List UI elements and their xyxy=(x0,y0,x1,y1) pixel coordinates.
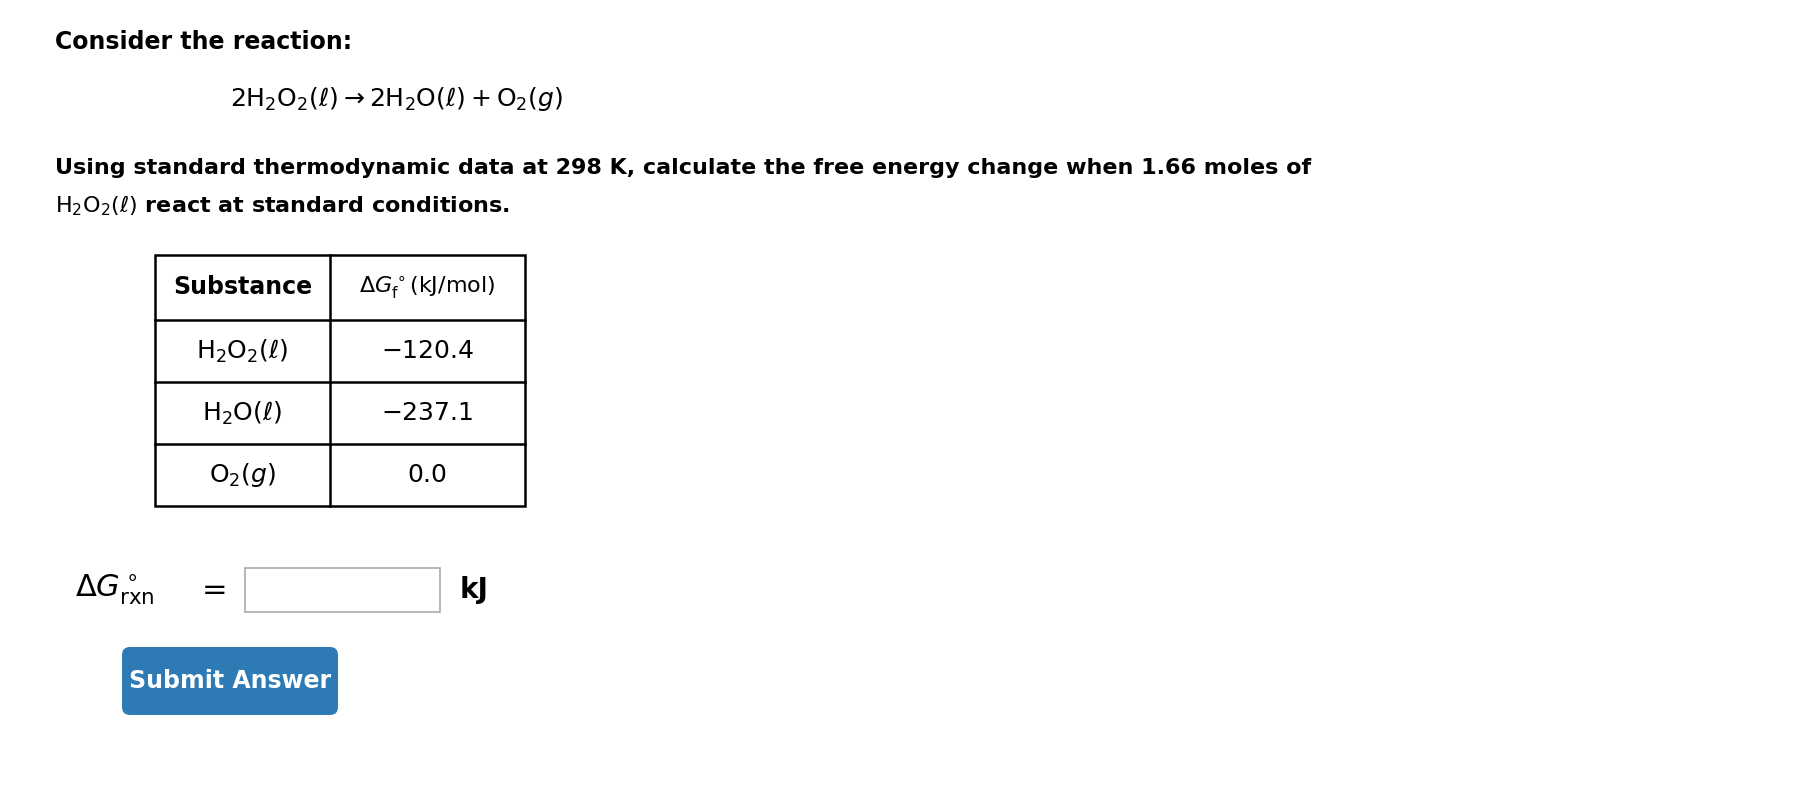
Text: =: = xyxy=(203,575,228,604)
Text: Using standard thermodynamic data at 298 K, calculate the free energy change whe: Using standard thermodynamic data at 298… xyxy=(54,158,1311,178)
Text: $\mathrm{H_2O_2}(\ell)$: $\mathrm{H_2O_2}(\ell)$ xyxy=(196,338,288,364)
Text: $\mathrm{H_2O}(\ell)$: $\mathrm{H_2O}(\ell)$ xyxy=(203,400,283,426)
Text: $\mathrm{H_2O_2}(\ell)$ react at standard conditions.: $\mathrm{H_2O_2}(\ell)$ react at standar… xyxy=(54,193,509,218)
Text: Submit Answer: Submit Answer xyxy=(129,669,332,693)
FancyBboxPatch shape xyxy=(121,647,337,715)
Text: $\Delta G^\circ_{\mathrm{rxn}}$: $\Delta G^\circ_{\mathrm{rxn}}$ xyxy=(74,572,154,608)
Bar xyxy=(154,255,526,506)
Text: $0.0$: $0.0$ xyxy=(408,463,448,487)
Text: kJ: kJ xyxy=(461,576,490,604)
Text: Consider the reaction:: Consider the reaction: xyxy=(54,30,352,54)
Text: $\Delta G^\circ_\mathrm{f}(\mathrm{kJ/mol})$: $\Delta G^\circ_\mathrm{f}(\mathrm{kJ/mo… xyxy=(359,274,495,301)
Bar xyxy=(245,568,441,612)
Text: $-120.4$: $-120.4$ xyxy=(381,339,473,363)
Text: $2\mathrm{H_2O_2}(\ell) \rightarrow 2\mathrm{H_2O}(\ell) + \mathrm{O_2}(g)$: $2\mathrm{H_2O_2}(\ell) \rightarrow 2\ma… xyxy=(230,85,564,113)
Text: $\mathrm{O_2}(g)$: $\mathrm{O_2}(g)$ xyxy=(208,461,276,489)
Text: Substance: Substance xyxy=(172,276,312,300)
Text: $-237.1$: $-237.1$ xyxy=(381,401,473,425)
